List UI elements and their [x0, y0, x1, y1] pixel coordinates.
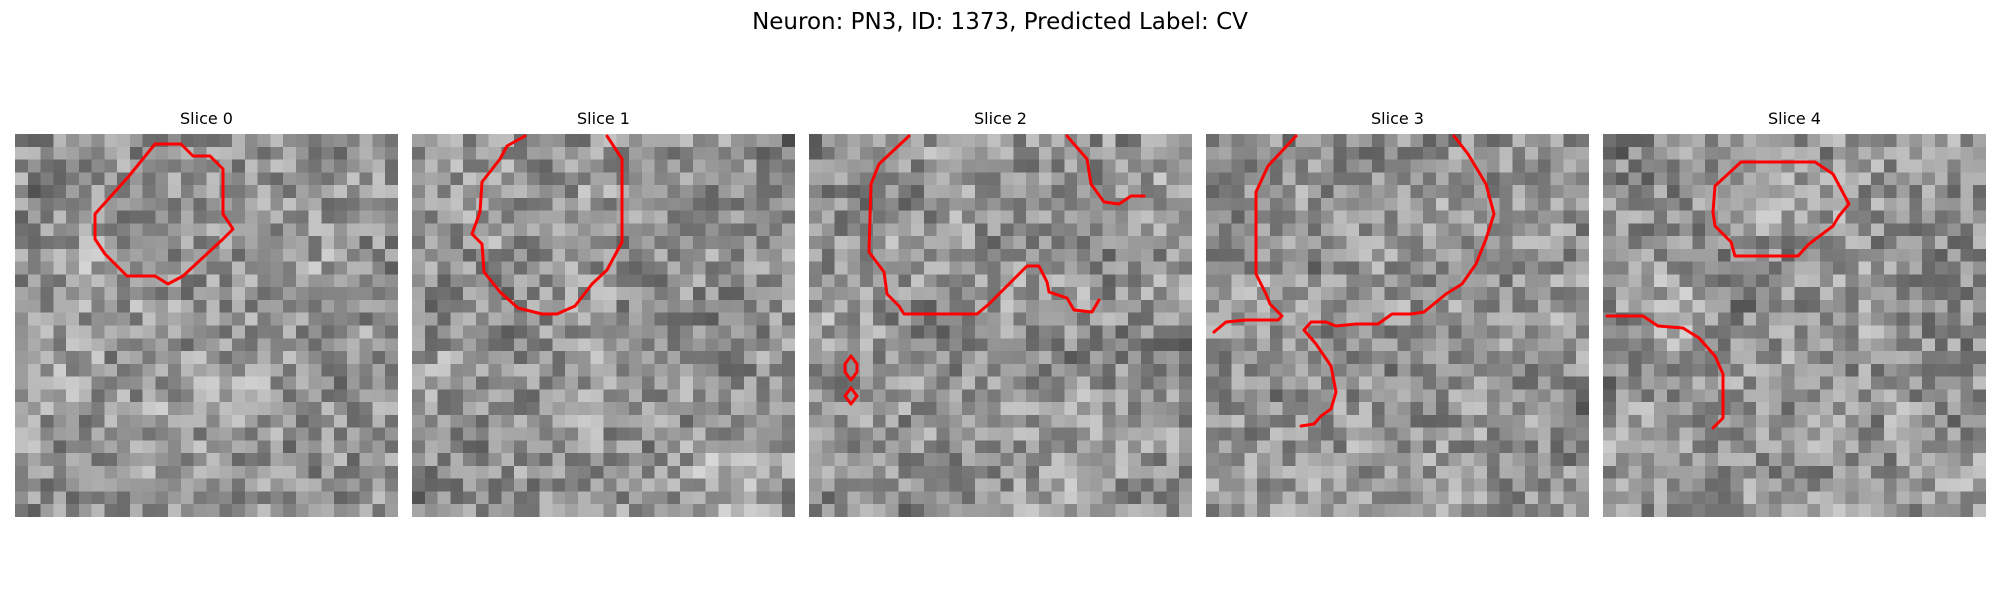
slice-title: Slice 3: [1371, 109, 1424, 128]
segmentation-contour: [1065, 134, 1146, 206]
segmentation-contour: [1302, 134, 1496, 332]
segmentation-contour: [867, 134, 1101, 316]
segmentation-contour: [1212, 134, 1298, 334]
slice-image: [1206, 134, 1589, 517]
segmentation-contour: [93, 142, 235, 286]
slice-image: [809, 134, 1192, 517]
segmentation-contour: [93, 142, 235, 286]
slice-image: [412, 134, 795, 517]
segmentation-contour: [843, 134, 1146, 406]
segmentation-contour: [1605, 160, 1851, 430]
segmentation-contour: [843, 386, 859, 406]
slice-panel-2: Slice 2: [809, 108, 1192, 517]
slice-image: [1603, 134, 1986, 517]
slice-panel-0: Slice 0: [15, 108, 398, 517]
slice-image: [15, 134, 398, 517]
slice-title: Slice 4: [1768, 109, 1821, 128]
slice-image: [1206, 134, 1589, 517]
segmentation-contour: [1605, 314, 1725, 430]
segmentation-contour: [843, 354, 859, 382]
slice-title: Slice 2: [974, 109, 1027, 128]
slice-panel-3: Slice 3: [1206, 108, 1589, 517]
segmentation-contour: [1711, 160, 1851, 258]
figure-title: Neuron: PN3, ID: 1373, Predicted Label: …: [752, 9, 1248, 35]
slice-image: [15, 134, 398, 517]
slice-title: Slice 1: [577, 109, 630, 128]
slice-image: [412, 134, 795, 517]
slice-panel-4: Slice 4: [1603, 108, 1986, 517]
slice-title: Slice 0: [180, 109, 233, 128]
segmentation-contour: [1212, 134, 1496, 428]
slice-panel-1: Slice 1: [412, 108, 795, 517]
segmentation-contour: [1299, 328, 1338, 428]
segmentation-contour: [470, 134, 624, 316]
segmentation-contour: [470, 134, 624, 316]
